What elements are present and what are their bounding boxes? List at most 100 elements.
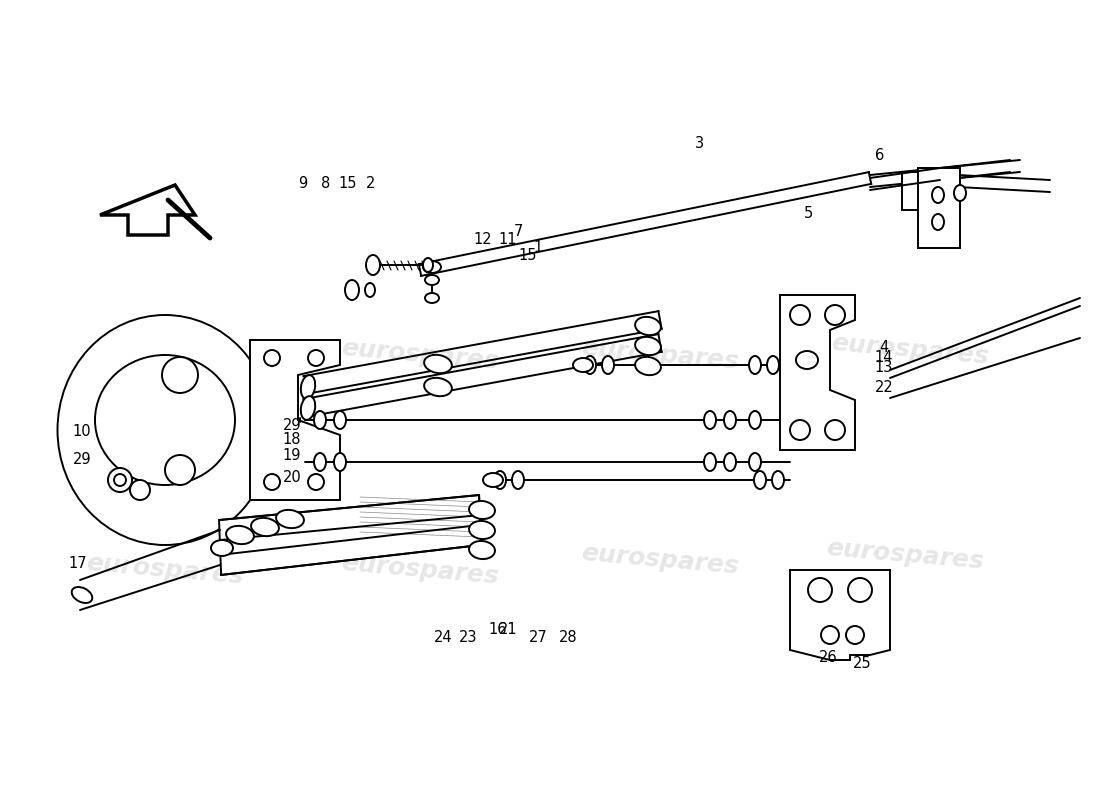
Circle shape [808,578,832,602]
Ellipse shape [424,258,433,272]
Ellipse shape [334,453,346,471]
Ellipse shape [754,471,766,489]
Ellipse shape [602,356,614,374]
Ellipse shape [635,337,661,355]
Text: 16: 16 [488,622,507,638]
Ellipse shape [954,185,966,201]
Ellipse shape [796,351,818,369]
Ellipse shape [95,355,235,485]
Circle shape [308,350,324,366]
Text: 25: 25 [852,655,871,670]
Ellipse shape [724,411,736,429]
Text: 23: 23 [459,630,477,645]
Text: 8: 8 [321,175,331,190]
Ellipse shape [512,471,524,489]
Ellipse shape [251,518,279,536]
Polygon shape [219,495,481,575]
Ellipse shape [635,357,661,375]
Text: 15: 15 [519,249,537,263]
Text: eurospares: eurospares [580,336,740,374]
Ellipse shape [483,473,503,487]
Ellipse shape [72,587,92,603]
Polygon shape [100,185,195,235]
Circle shape [165,455,195,485]
Text: 13: 13 [874,361,893,375]
Bar [918,168,960,248]
Ellipse shape [724,453,736,471]
Polygon shape [219,515,481,555]
Text: 6: 6 [876,147,884,162]
Text: eurospares: eurospares [830,331,990,369]
Circle shape [825,305,845,325]
Ellipse shape [424,261,441,273]
Ellipse shape [469,521,495,539]
Text: 18: 18 [283,433,301,447]
Ellipse shape [365,283,375,297]
Text: 4: 4 [879,341,889,355]
Circle shape [848,578,872,602]
Ellipse shape [57,315,273,545]
Text: eurospares: eurospares [340,551,499,589]
Ellipse shape [300,396,316,420]
Text: 1: 1 [534,241,542,255]
Text: eurospares: eurospares [340,336,499,374]
Circle shape [162,357,198,393]
Text: eurospares: eurospares [580,541,740,579]
Circle shape [825,420,845,440]
Ellipse shape [314,453,326,471]
Bar [902,172,930,210]
Polygon shape [780,295,855,450]
Circle shape [308,474,324,490]
Circle shape [821,626,839,644]
Ellipse shape [345,280,359,300]
Ellipse shape [425,275,439,285]
Polygon shape [790,570,890,660]
Text: eurospares: eurospares [85,341,245,379]
Circle shape [790,305,810,325]
Ellipse shape [494,471,506,489]
Ellipse shape [635,317,661,335]
Text: 11: 11 [498,233,517,247]
Ellipse shape [314,411,326,429]
Text: 17: 17 [68,555,87,570]
Text: eurospares: eurospares [85,551,245,589]
Ellipse shape [584,356,596,374]
Ellipse shape [334,411,346,429]
Ellipse shape [366,255,379,275]
Ellipse shape [425,378,452,396]
Ellipse shape [425,293,439,303]
Polygon shape [250,340,340,500]
Text: 2: 2 [366,175,376,190]
Ellipse shape [932,214,944,230]
Text: 26: 26 [818,650,837,666]
Ellipse shape [767,356,779,374]
Text: 10: 10 [73,425,91,439]
Circle shape [114,474,126,486]
Circle shape [790,420,810,440]
Text: 19: 19 [283,447,301,462]
Ellipse shape [469,501,495,519]
Text: 24: 24 [433,630,452,645]
Ellipse shape [227,526,254,544]
Circle shape [264,350,280,366]
Text: 12: 12 [474,233,493,247]
Ellipse shape [300,375,316,399]
Ellipse shape [704,453,716,471]
Ellipse shape [573,358,593,372]
Ellipse shape [211,540,233,556]
Ellipse shape [749,411,761,429]
Ellipse shape [932,187,944,203]
Circle shape [108,468,132,492]
Text: 29: 29 [73,453,91,467]
Text: 5: 5 [803,206,813,221]
Text: eurospares: eurospares [825,536,984,574]
Ellipse shape [704,411,716,429]
Circle shape [130,480,150,500]
Text: 9: 9 [298,175,308,190]
Text: 21: 21 [498,622,517,638]
Circle shape [846,626,864,644]
Ellipse shape [772,471,784,489]
Text: 3: 3 [695,135,705,150]
Ellipse shape [749,356,761,374]
Text: 22: 22 [874,381,893,395]
